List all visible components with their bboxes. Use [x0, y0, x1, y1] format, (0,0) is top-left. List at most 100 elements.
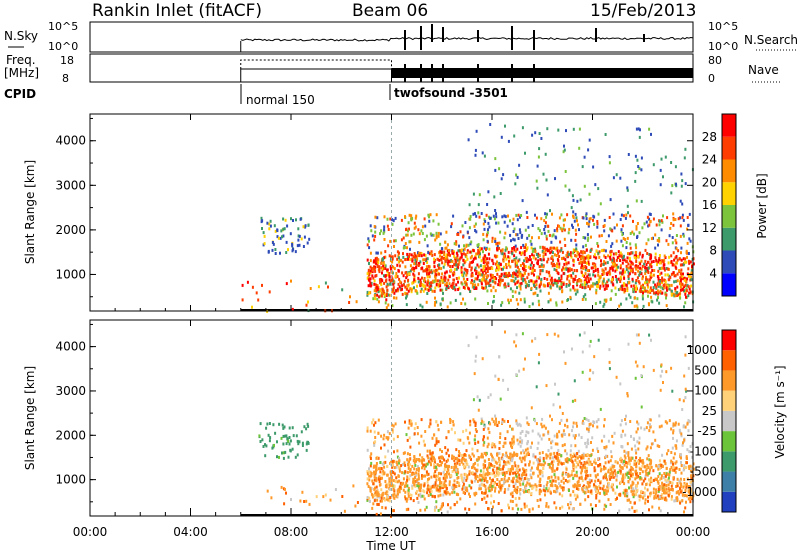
power-cell — [664, 273, 667, 277]
power-cell — [491, 258, 494, 262]
power-cell — [297, 227, 300, 231]
power-cell — [576, 219, 578, 223]
velocity-cell — [419, 495, 422, 499]
velocity-cell — [667, 487, 670, 490]
velocity-cell — [659, 388, 662, 392]
velocity-cell — [483, 441, 486, 445]
velocity-cell — [474, 502, 477, 506]
velocity-cell — [552, 403, 555, 407]
power-cell — [474, 222, 477, 226]
velocity-cell — [685, 485, 688, 489]
power-cell — [627, 277, 630, 281]
power-cell — [370, 266, 373, 270]
velocity-cell — [444, 484, 447, 487]
power-cell — [544, 284, 547, 288]
power-cell — [665, 293, 668, 297]
power-cell — [462, 252, 465, 256]
power-cell — [520, 251, 523, 255]
velocity-cell — [479, 469, 482, 473]
power-cell — [449, 253, 451, 257]
power-cell — [584, 268, 587, 272]
power-cell — [577, 258, 580, 261]
velocity-cell — [468, 472, 471, 476]
velocity-cell — [449, 421, 452, 424]
power-cell — [647, 266, 650, 270]
power-cell — [450, 225, 453, 229]
power-cell — [459, 230, 462, 234]
velocity-cell — [434, 443, 437, 447]
power-cell — [557, 224, 559, 228]
station-title: Rankin Inlet (fitACF) — [92, 1, 262, 21]
power-cell — [681, 202, 684, 206]
power-cell — [460, 302, 463, 305]
velocity-cell — [546, 481, 549, 484]
power-cell — [509, 265, 512, 269]
power-cell — [654, 283, 657, 287]
power-cell — [460, 270, 463, 274]
velocity-cell — [391, 509, 394, 513]
velocity-cell — [664, 478, 667, 482]
power-cell — [535, 279, 538, 283]
power-cell — [640, 284, 643, 288]
power-cell — [562, 256, 565, 260]
velocity-cell — [435, 478, 438, 482]
velocity-cell — [393, 466, 396, 470]
power-cell — [465, 243, 468, 247]
power-cell — [545, 237, 548, 241]
velocity-cell — [290, 498, 292, 501]
velocity-cell — [644, 465, 647, 469]
power-cell — [486, 265, 489, 269]
power-cell — [455, 242, 458, 246]
power-cell — [384, 264, 387, 268]
velocity-cell — [329, 498, 332, 502]
power-cell — [430, 252, 433, 256]
power-cell — [522, 277, 525, 281]
power-cell — [476, 243, 479, 247]
power-cell — [429, 288, 432, 291]
velocity-cell — [537, 464, 540, 468]
power-cell — [366, 243, 369, 247]
velocity-cell — [480, 452, 483, 456]
velocity-cell — [491, 472, 494, 476]
velocity-cell — [414, 474, 417, 478]
velocity-cell — [405, 508, 408, 512]
range-tick-label: 1000 — [55, 267, 86, 281]
velocity-cell — [517, 507, 520, 511]
velocity-cell — [287, 455, 290, 459]
velocity-cell — [409, 474, 412, 478]
power-cell — [407, 289, 410, 293]
velocity-cell — [670, 484, 673, 488]
power-cell — [551, 234, 554, 238]
power-cell — [438, 263, 441, 267]
velocity-cell — [490, 494, 493, 498]
velocity-cell — [616, 485, 618, 489]
velocity-cell — [499, 467, 502, 471]
power-cell — [604, 282, 607, 286]
velocity-cell — [556, 432, 559, 436]
power-cell — [368, 291, 371, 295]
power-cell — [523, 250, 526, 254]
velocity-cell — [341, 495, 344, 498]
velocity-cell — [371, 495, 374, 499]
velocity-cell — [405, 499, 408, 503]
power-cell — [668, 284, 671, 287]
velocity-cell — [388, 477, 391, 481]
power-cell — [489, 284, 492, 287]
power-cell — [531, 253, 534, 257]
power-cell — [568, 227, 571, 231]
power-cell — [492, 285, 495, 289]
velocity-cell — [282, 442, 285, 446]
power-cell — [644, 259, 647, 263]
velocity-cell — [473, 466, 476, 470]
power-cell — [484, 264, 487, 268]
velocity-cell — [687, 488, 690, 492]
power-cell — [488, 266, 491, 270]
power-cell — [498, 266, 501, 270]
velocity-cell — [622, 476, 625, 480]
velocity-cell — [413, 427, 416, 431]
velocity-cell — [538, 489, 541, 493]
power-cell — [413, 262, 416, 266]
velocity-cell — [660, 463, 663, 467]
power-cell — [675, 255, 678, 258]
